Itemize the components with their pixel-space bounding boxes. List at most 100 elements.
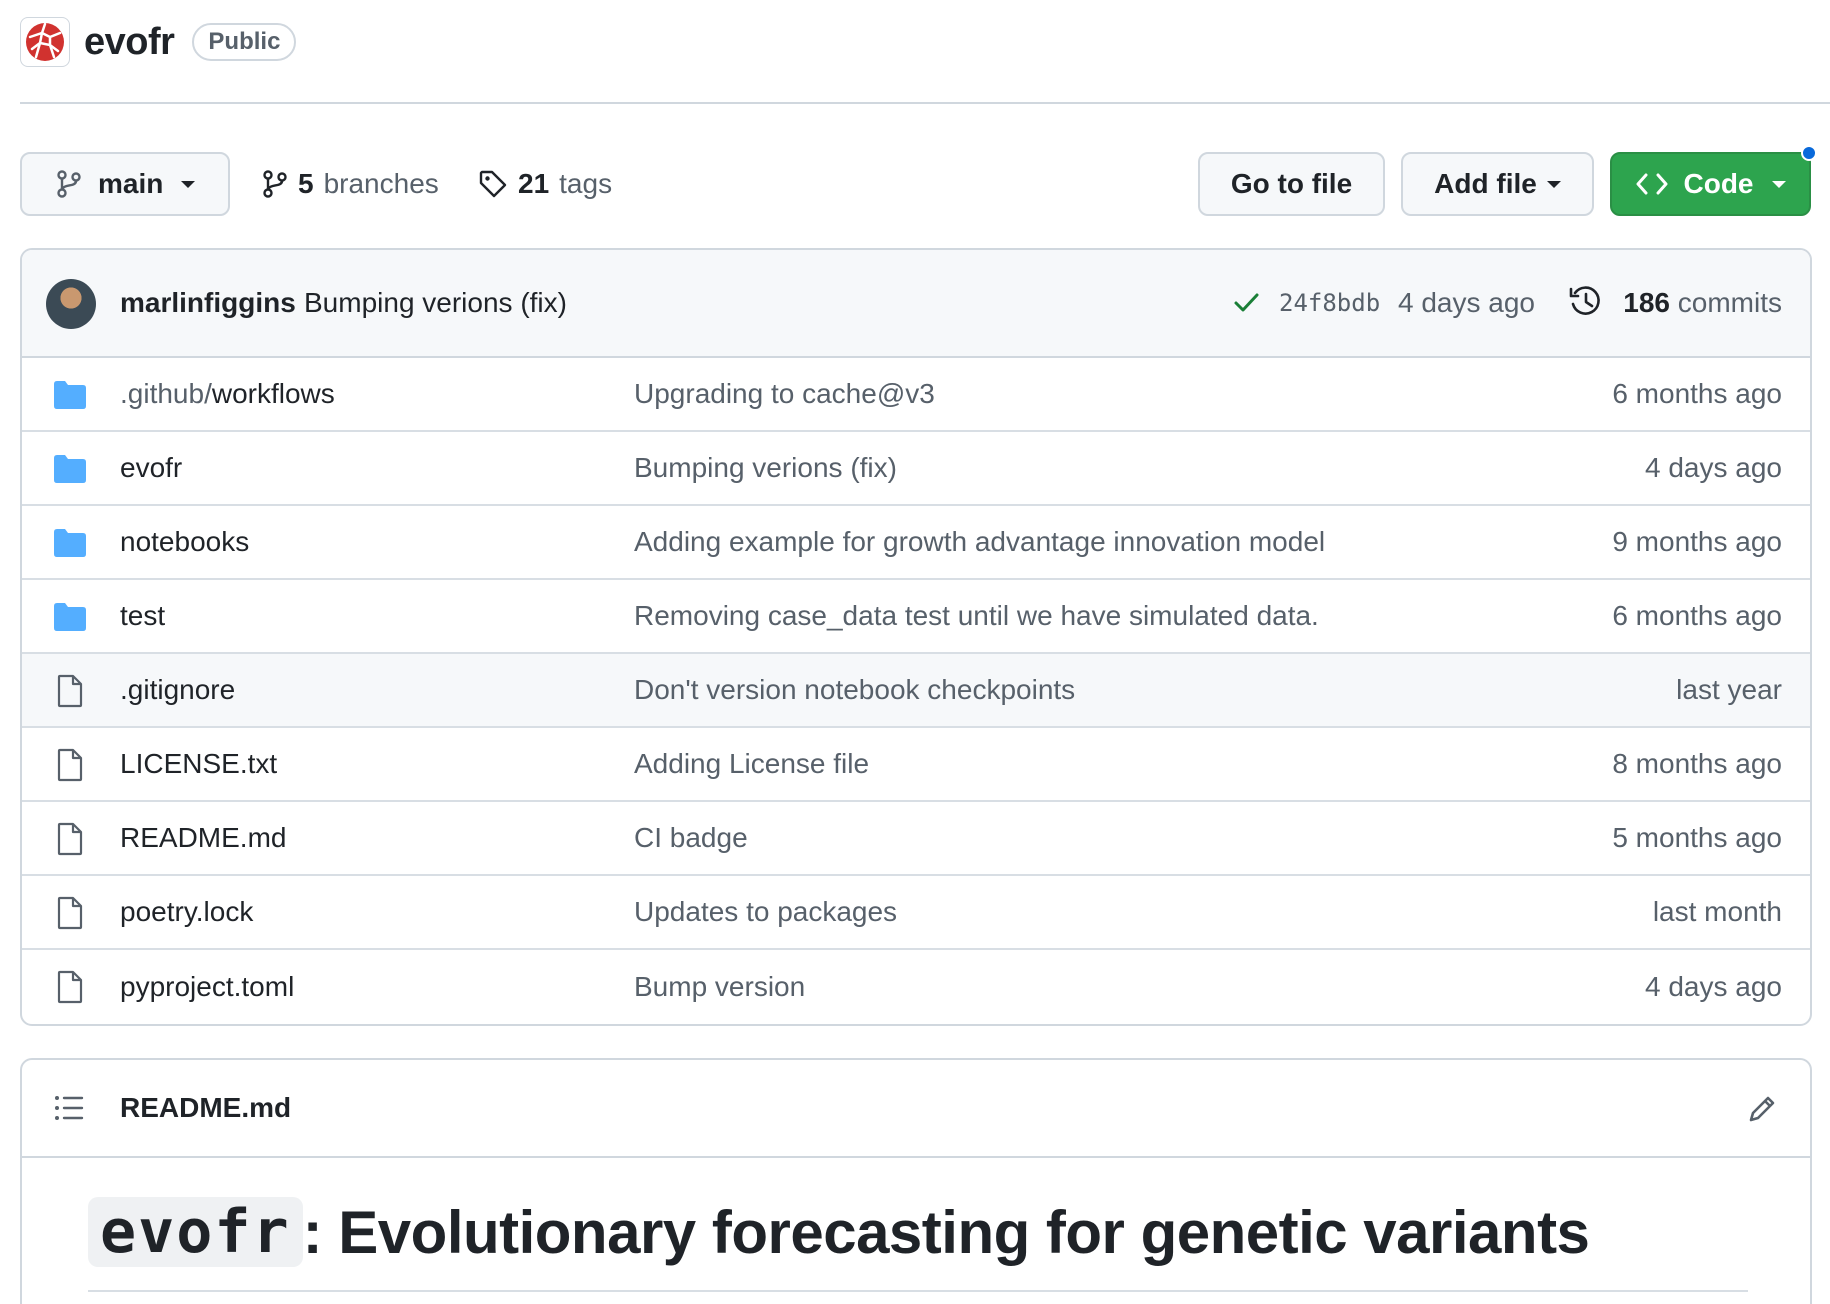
git-branch-icon — [263, 170, 287, 198]
commit-message[interactable]: Bumping verions (fix) — [304, 287, 567, 318]
file-name-link[interactable]: LICENSE.txt — [120, 748, 277, 780]
file-commit-message[interactable]: Removing case_data test until we have si… — [634, 600, 1319, 631]
add-file-label: Add file — [1434, 168, 1537, 199]
file-name: test — [120, 600, 166, 631]
file-row[interactable]: notebooks Adding example for growth advan… — [22, 506, 1810, 580]
file-age: 6 months ago — [1612, 378, 1782, 409]
file-commit-message[interactable]: Adding example for growth advantage inno… — [634, 526, 1326, 557]
repo-logo[interactable] — [20, 17, 70, 67]
file-age: 5 months ago — [1612, 822, 1782, 853]
file-row[interactable]: pyproject.toml Bump version 4 days ago — [22, 950, 1810, 1024]
go-to-file-button[interactable]: Go to file — [1198, 152, 1385, 216]
notification-dot — [1801, 145, 1817, 161]
file-name: .gitignore — [120, 674, 236, 705]
file-commit-message[interactable]: Bump version — [634, 971, 806, 1002]
list-unordered-icon[interactable] — [54, 1094, 84, 1122]
file-name: README.md — [120, 822, 287, 853]
code-brackets-icon — [1636, 173, 1667, 195]
file-row[interactable]: evofr Bumping verions (fix) 4 days ago — [22, 432, 1810, 506]
file-commit-message[interactable]: CI badge — [634, 822, 748, 853]
file-row[interactable]: .github/workflows Upgrading to cache@v3 6 … — [22, 358, 1810, 432]
branch-name: main — [98, 168, 164, 199]
branch-select-button[interactable]: main — [20, 152, 230, 216]
avatar[interactable] — [46, 279, 96, 329]
file-age: 6 months ago — [1612, 600, 1782, 631]
file-commit-message[interactable]: Don't version notebook checkpoints — [634, 674, 1076, 705]
file-rows: .github/workflows Upgrading to cache@v3 6 … — [22, 358, 1810, 1024]
file-name-link[interactable]: pyproject.toml — [120, 971, 294, 1003]
file-age: 4 days ago — [1645, 971, 1782, 1002]
branches-link[interactable]: 5 branches — [262, 152, 439, 216]
tag-icon — [479, 170, 507, 198]
folder-icon — [54, 529, 86, 557]
file-row[interactable]: LICENSE.txt Adding License file 8 months a… — [22, 728, 1810, 802]
readme-heading-text: : Evolutionary forecasting for genetic v… — [302, 1198, 1590, 1266]
file-icon — [57, 674, 83, 708]
file-commit-message[interactable]: Bumping verions (fix) — [634, 452, 897, 483]
commits-label: commits — [1677, 287, 1782, 318]
chevron-down-icon — [181, 180, 196, 188]
file-name-link[interactable]: README.md — [120, 822, 286, 854]
code-button[interactable]: Code — [1610, 152, 1811, 216]
visibility-badge: Public — [192, 23, 297, 61]
file-age: 9 months ago — [1612, 526, 1782, 557]
commit-time: 4 days ago — [1398, 287, 1535, 318]
file-commit-message[interactable]: Updates to packages — [634, 896, 898, 927]
file-icon — [57, 822, 83, 856]
go-to-file-label: Go to file — [1230, 168, 1353, 199]
chevron-down-icon — [1546, 180, 1561, 188]
file-name: poetry.lock — [120, 896, 254, 927]
commits-count: 186 — [1623, 287, 1670, 318]
file-icon — [57, 748, 83, 782]
file-name-link[interactable]: .gitignore — [120, 674, 235, 706]
file-name: pyproject.toml — [120, 971, 295, 1002]
file-list: marlinfiggins Bumping verions (fix) 24f8… — [20, 248, 1812, 1026]
file-name-link[interactable]: evofr — [120, 452, 182, 484]
chevron-down-icon — [1771, 180, 1786, 188]
folder-icon — [54, 455, 86, 483]
git-branch-icon — [57, 170, 81, 198]
file-age: 4 days ago — [1645, 452, 1782, 483]
readme-heading: evofr: Evolutionary forecasting for gene… — [88, 1190, 1590, 1274]
file-icon — [57, 896, 83, 930]
check-icon[interactable] — [1232, 288, 1260, 316]
file-row[interactable]: poetry.lock Updates to packages last month — [22, 876, 1810, 950]
latest-commit-bar: marlinfiggins Bumping verions (fix) 24f8… — [22, 250, 1810, 358]
tags-label: tags — [559, 168, 613, 199]
file-row[interactable]: README.md CI badge 5 months ago — [22, 802, 1810, 876]
header-divider — [20, 102, 1830, 104]
add-file-button[interactable]: Add file — [1401, 152, 1594, 216]
pencil-icon[interactable] — [1746, 1093, 1778, 1125]
file-commit-message[interactable]: Upgrading to cache@v3 — [634, 378, 935, 409]
file-name: evofr — [120, 452, 183, 483]
branches-count: 5 — [298, 168, 314, 199]
commits-link[interactable]: 186 commits — [1623, 287, 1782, 319]
readme-title[interactable]: README.md — [120, 1092, 292, 1123]
history-icon — [1569, 286, 1600, 315]
file-name-prefix: .github/ — [120, 378, 212, 409]
file-commit-message[interactable]: Adding License file — [634, 748, 870, 779]
readme-header: README.md — [22, 1060, 1810, 1158]
readme-heading-divider — [88, 1290, 1748, 1292]
file-age: last year — [1676, 674, 1782, 705]
file-name-link[interactable]: poetry.lock — [120, 896, 253, 928]
commit-author[interactable]: marlinfiggins — [120, 287, 296, 318]
repo-header: evofr Public — [20, 12, 297, 72]
file-age: 8 months ago — [1612, 748, 1782, 779]
branches-label: branches — [323, 168, 439, 199]
commit-sha[interactable]: 24f8bdb — [1279, 289, 1381, 317]
file-row[interactable]: .gitignore Don't version notebook checkpo… — [22, 654, 1810, 728]
file-name: workflows — [211, 378, 335, 409]
file-name-link[interactable]: notebooks — [120, 526, 249, 558]
file-name-link[interactable]: test — [120, 600, 165, 632]
file-icon — [57, 970, 83, 1004]
file-age: last month — [1652, 896, 1782, 927]
file-name: notebooks — [120, 526, 250, 557]
file-row[interactable]: test Removing case_data test until we hav… — [22, 580, 1810, 654]
tags-link[interactable]: 21 tags — [478, 152, 612, 216]
repo-name[interactable]: evofr — [84, 20, 175, 63]
code-label: Code — [1683, 168, 1754, 199]
file-name-link[interactable]: .github/workflows — [120, 378, 335, 410]
file-name: LICENSE.txt — [120, 748, 278, 779]
